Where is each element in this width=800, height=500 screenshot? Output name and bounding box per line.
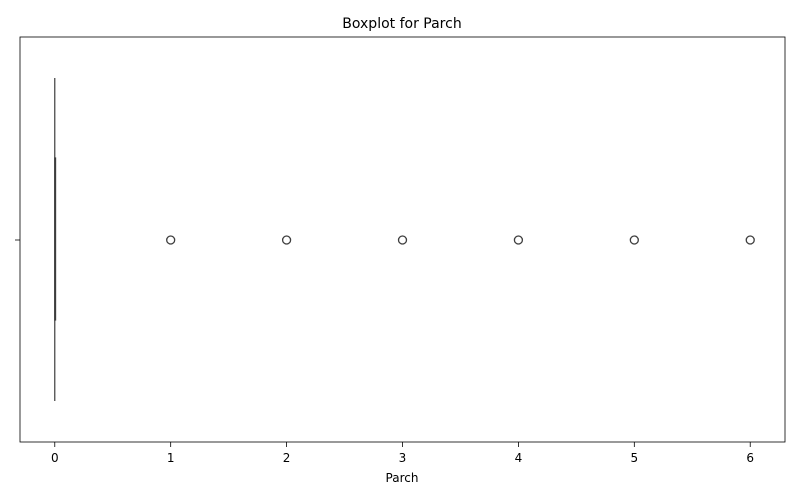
outlier-point-4	[513, 235, 524, 245]
x-tick-label-0: 0	[51, 451, 59, 465]
x-tick-label-3: 3	[399, 451, 407, 465]
outlier-point-1	[166, 235, 176, 245]
x-tick-label-6: 6	[746, 451, 754, 465]
outlier-point-3	[397, 235, 408, 245]
chart-title: Boxplot for Parch	[342, 16, 461, 32]
x-axis-label: Parch	[386, 471, 419, 485]
x-tick-label-2: 2	[283, 451, 291, 465]
outlier-point-6	[745, 235, 755, 245]
outlier-point-5	[629, 235, 639, 245]
outlier-point-2	[281, 235, 292, 245]
box-element	[54, 78, 57, 401]
x-tick-label-5: 5	[630, 451, 638, 465]
plot-frame	[19, 36, 786, 443]
x-tick-label-4: 4	[515, 451, 523, 465]
x-tick-label-1: 1	[167, 451, 175, 465]
outlier-points	[166, 235, 755, 245]
x-axis-ticks: 0 1 2 3 4 5 6	[51, 442, 754, 465]
